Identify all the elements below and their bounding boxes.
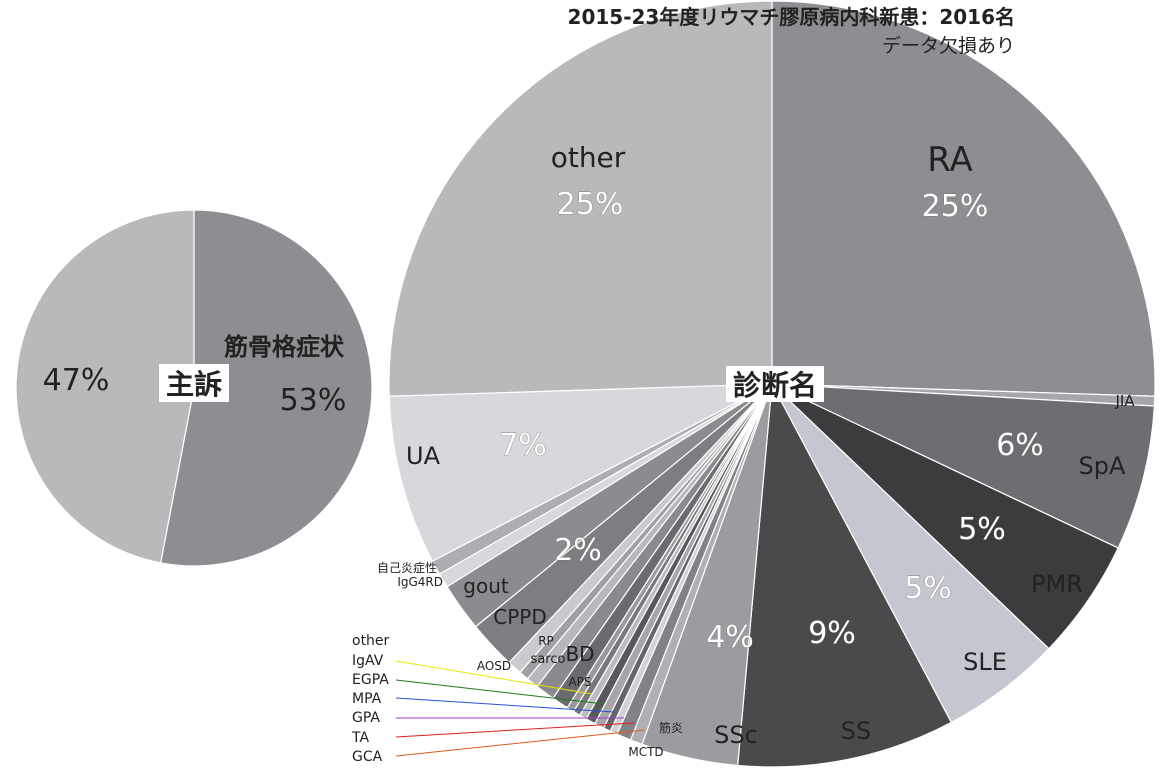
slice-label-ta: TA xyxy=(351,730,369,746)
leader-lines xyxy=(395,660,645,757)
slice-label-pmr: PMR xyxy=(1031,570,1083,598)
slice-label-ss: SS xyxy=(841,717,871,745)
slice-pct-ssc: 4% xyxy=(706,620,754,655)
diagnosis-pie-slices xyxy=(388,0,1156,768)
slice-pct-other-complaint: 47% xyxy=(43,363,110,398)
slice-label-gpa: GPA xyxy=(352,710,380,726)
slice-label-other-small: other xyxy=(352,633,390,649)
slice-label-ua: UA xyxy=(406,442,441,470)
leader-line-egpa xyxy=(395,679,605,705)
diagnosis-slice-25-ua xyxy=(388,383,773,562)
slice-label-myositis: 筋炎 xyxy=(659,720,683,735)
complaint-center-box xyxy=(159,364,229,402)
complaint-slice-1-other xyxy=(15,209,195,564)
slice-label-musculoskeletal: 筋骨格症状 xyxy=(223,333,345,361)
slice-label-mpa: MPA xyxy=(352,691,382,707)
slice-pct-gout: 2% xyxy=(554,533,602,568)
diagnosis-center-label: 診断名 xyxy=(733,369,817,402)
slice-label-sle: SLE xyxy=(963,648,1007,676)
slice-pct-pmr: 5% xyxy=(958,512,1006,547)
slice-pct-ra: 25% xyxy=(922,189,989,224)
slice-label-jia: JIA xyxy=(1114,392,1135,410)
slice-pct-musculoskeletal: 53% xyxy=(280,383,347,418)
slice-label-autoinflammatory: 自己炎症性 xyxy=(377,560,437,575)
diagnosis-slice-26-other xyxy=(388,0,773,397)
slice-label-rp: RP xyxy=(538,634,554,648)
slice-label-ssc: SSc xyxy=(714,721,758,749)
complaint-center-label: 主訴 xyxy=(166,368,222,401)
slice-label-aps: APS xyxy=(568,675,591,689)
slice-label-gout: gout xyxy=(463,574,509,598)
slice-pct-other: 25% xyxy=(557,187,624,222)
leader-line-gca xyxy=(395,729,645,757)
leader-line-ta xyxy=(395,722,635,738)
diagnosis-slice-0-ra xyxy=(771,0,1156,397)
chart-title: 2015-23年度リウマチ膠原病内科新患：2016名 xyxy=(568,5,1015,29)
leader-line-igav xyxy=(395,660,593,695)
slice-label-igg4rd: IgG4RD xyxy=(397,575,443,589)
slice-label-mctd: MCTD xyxy=(628,745,663,759)
slice-pct-sle: 5% xyxy=(904,571,952,606)
diagnosis-slice-2-spa xyxy=(771,383,1155,549)
slice-label-aosd: AOSD xyxy=(477,659,511,673)
leader-line-mpa xyxy=(395,697,615,713)
complaint-slice-0-slice xyxy=(159,209,373,567)
slice-label-ra: RA xyxy=(927,140,973,180)
slice-label-other: other xyxy=(551,141,626,174)
chief-complaint-pie-slices xyxy=(15,209,373,567)
slice-label-spa: SpA xyxy=(1079,452,1126,480)
slice-pct-spa: 6% xyxy=(996,428,1044,463)
chart-subtitle: データ欠損あり xyxy=(882,35,1015,57)
slice-label-egpa: EGPA xyxy=(352,672,389,688)
diagnosis-labels: RA 25% other 25% JIA 6% SpA 5% PMR 5% SL… xyxy=(351,140,1135,765)
slice-label-sarco: sarco xyxy=(531,652,566,667)
slice-pct-ss: 9% xyxy=(808,616,856,651)
slice-label-gca: GCA xyxy=(352,749,383,765)
slice-pct-ua: 7% xyxy=(499,428,547,463)
diagnosis-slice-5-ss xyxy=(737,381,953,768)
slice-label-igav: IgAV xyxy=(352,653,384,669)
slice-label-bd: BD xyxy=(565,642,594,666)
slice-label-cppd: CPPD xyxy=(493,605,547,629)
diagnosis-center-box xyxy=(726,366,824,402)
